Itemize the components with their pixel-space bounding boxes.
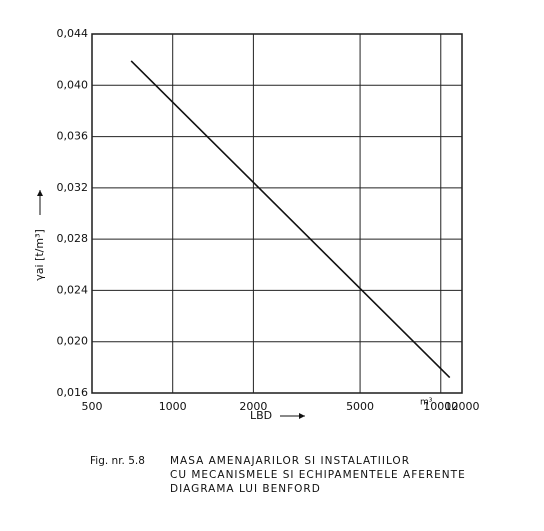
- y-tick-label: 0,016: [57, 386, 89, 399]
- x-tick-label: 10000: [423, 400, 458, 413]
- y-tick-label: 0,044: [57, 27, 89, 40]
- caption-line: DIAGRAMA LUI BENFORD: [170, 483, 321, 495]
- y-axis-label: γai [t/m³]: [33, 229, 46, 281]
- data-line: [130, 60, 451, 379]
- y-tick-label: 0,020: [57, 335, 89, 348]
- x-tick-label: 2000: [239, 400, 267, 413]
- y-arrow-head: [37, 190, 43, 196]
- y-tick-label: 0,024: [57, 283, 89, 296]
- x-axis-label: LBD: [250, 409, 272, 422]
- caption-line: MASA AMENAJARILOR SI INSTALATIILOR: [170, 455, 410, 467]
- x-tick-label: 500: [82, 400, 103, 413]
- x-arrow-head: [299, 413, 305, 419]
- x-unit: m³: [420, 398, 433, 408]
- plot-frame: [91, 33, 463, 394]
- x-tick-label: 12000: [445, 400, 480, 413]
- y-tick-label: 0,040: [57, 78, 89, 91]
- caption-figure: Fig. nr. 5.8: [90, 455, 145, 467]
- caption-line: CU MECANISMELE SI ECHIPAMENTELE AFERENTE: [170, 469, 466, 481]
- x-tick-label: 5000: [346, 400, 374, 413]
- x-tick-label: 1000: [159, 400, 187, 413]
- y-tick-label: 0,036: [57, 130, 89, 143]
- y-tick-label: 0,028: [57, 232, 89, 245]
- y-tick-label: 0,032: [57, 181, 89, 194]
